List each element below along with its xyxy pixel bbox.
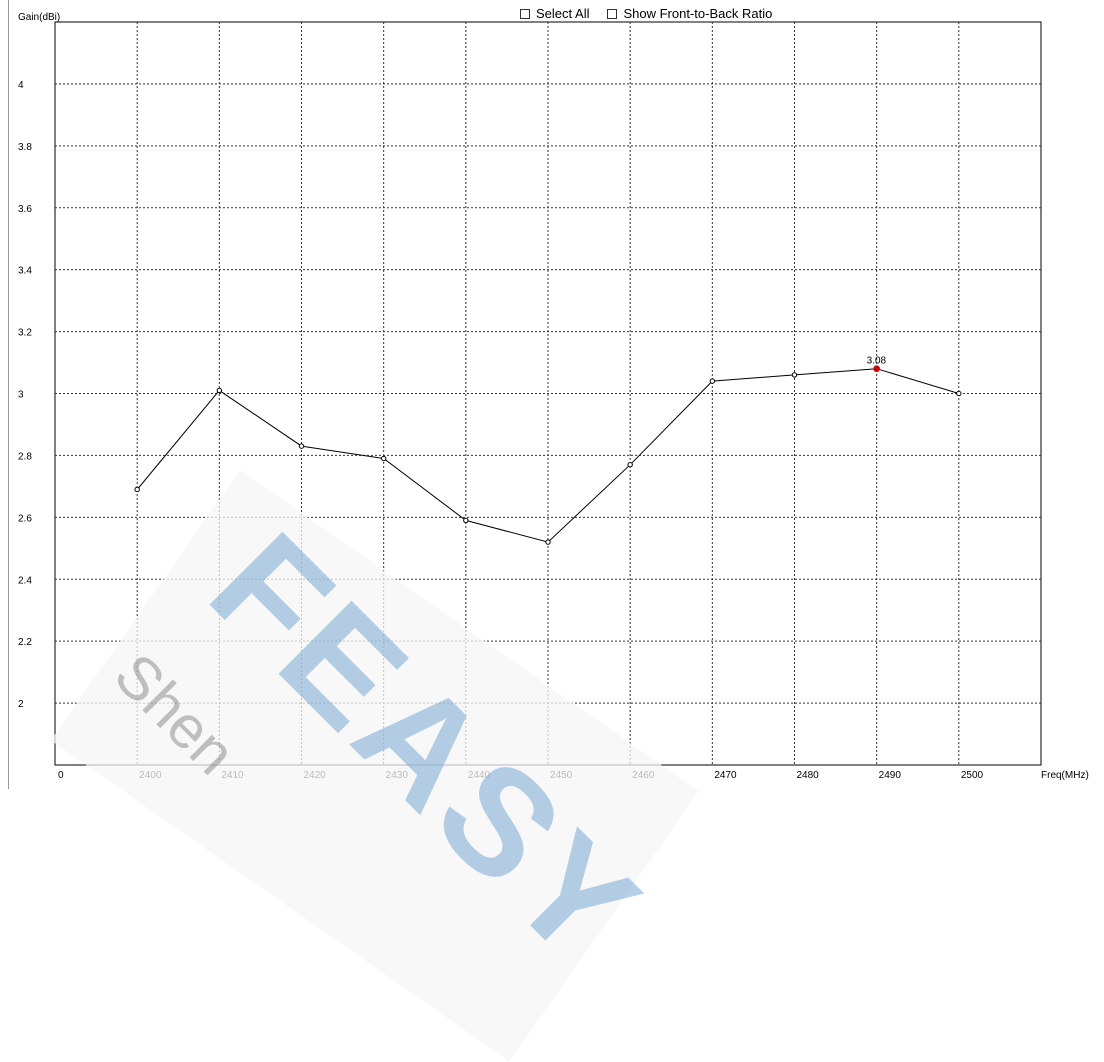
y-tick-label: 2.2	[18, 637, 32, 648]
chart-panel: Gain(dBi) Freq(MHz) Select All Show Fron…	[8, 0, 1089, 996]
x-tick-label: 2490	[879, 770, 902, 781]
y-tick-label: 4	[18, 80, 24, 91]
data-point	[627, 462, 633, 468]
data-point	[463, 517, 469, 524]
data-point	[298, 443, 305, 449]
x-tick-label: 2480	[797, 770, 820, 781]
y-tick-label: 2.4	[18, 575, 32, 586]
y-tick-label: 3.2	[18, 328, 32, 339]
y-tick-label: 2.8	[18, 451, 32, 462]
data-point	[216, 387, 223, 394]
checkbox-icon[interactable]	[520, 8, 530, 19]
y-tick-label: 2	[18, 699, 24, 710]
data-point	[134, 486, 140, 493]
y-tick-label: 3	[18, 390, 24, 401]
highlight-value-label: 3.08	[867, 356, 887, 367]
front-to-back-checkbox[interactable]: Show Front-to-Back Ratio	[607, 6, 772, 21]
select-all-label: Select All	[536, 6, 590, 21]
x-axis-title: Freq(MHz)	[1041, 770, 1089, 781]
front-to-back-label: Show Front-to-Back Ratio	[623, 6, 773, 21]
highlight-point	[873, 365, 880, 373]
select-all-checkbox[interactable]: Select All	[520, 6, 589, 21]
data-point	[380, 455, 387, 462]
data-point	[709, 378, 716, 384]
y-axis-title: Gain(dBi)	[18, 12, 61, 23]
x-origin-label: 0	[58, 770, 64, 781]
data-point	[545, 539, 551, 545]
data-point	[791, 372, 798, 378]
checkbox-icon[interactable]	[607, 8, 618, 19]
y-tick-label: 3.8	[18, 142, 32, 153]
y-tick-label: 3.6	[18, 204, 32, 215]
data-point	[956, 390, 962, 397]
chart-controls: Select All Show Front-to-Back Ratio	[520, 6, 772, 21]
panel-border	[8, 0, 9, 789]
x-tick-label: 2470	[714, 770, 737, 781]
y-tick-label: 2.6	[18, 513, 32, 524]
y-tick-label: 3.4	[18, 266, 32, 277]
x-tick-label: 2500	[961, 770, 984, 781]
